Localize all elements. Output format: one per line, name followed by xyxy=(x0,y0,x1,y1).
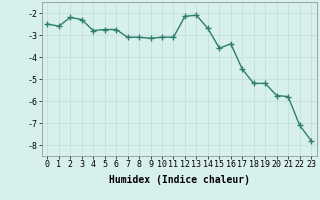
X-axis label: Humidex (Indice chaleur): Humidex (Indice chaleur) xyxy=(109,175,250,185)
